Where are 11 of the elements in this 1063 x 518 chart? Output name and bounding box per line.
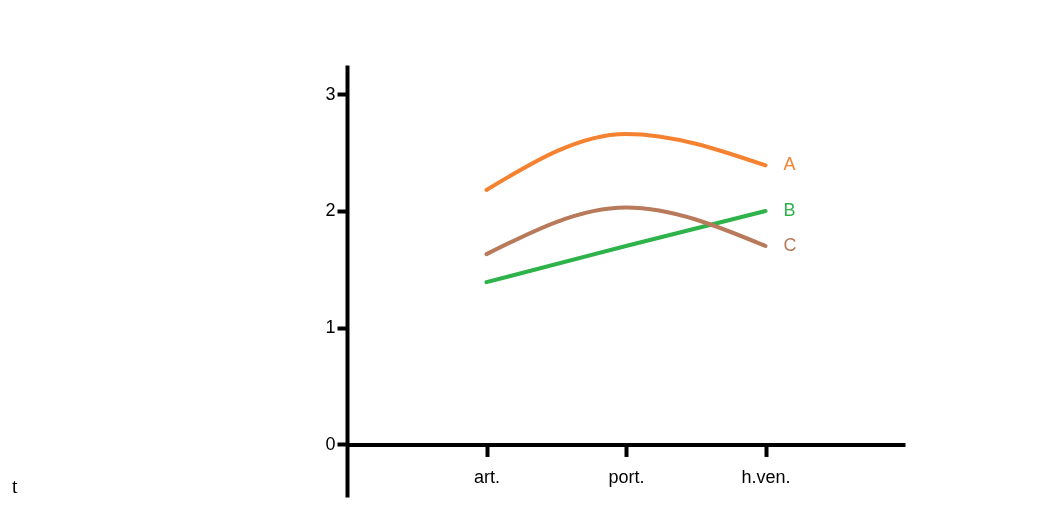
series-label: C xyxy=(783,234,797,255)
x-tick-label: port. xyxy=(608,466,645,487)
y-tick-label: 0 xyxy=(325,433,336,454)
y-tick-label: 1 xyxy=(325,317,336,338)
y-tick-label: 2 xyxy=(325,200,336,221)
x-tick-label: h.ven. xyxy=(741,466,791,487)
series-label: A xyxy=(783,154,796,175)
series-label: B xyxy=(783,199,796,220)
text: t xyxy=(12,475,18,497)
y-tick-label: 3 xyxy=(325,83,336,104)
x-tick-label: art. xyxy=(473,466,501,487)
